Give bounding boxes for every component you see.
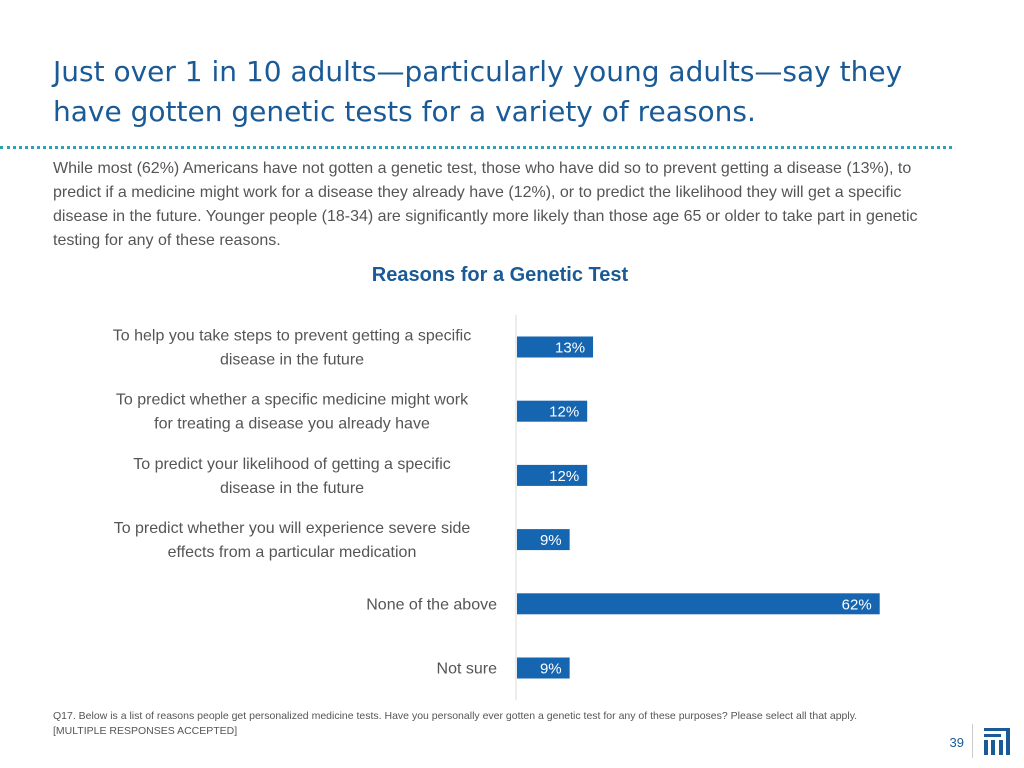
slide-title: Just over 1 in 10 adults—particularly yo… bbox=[53, 55, 903, 128]
bar bbox=[517, 464, 588, 486]
bar bbox=[517, 593, 880, 615]
page-number: 39 bbox=[949, 735, 964, 750]
category-label: To help you take steps to prevent gettin… bbox=[113, 328, 471, 345]
bar-value-label: 13% bbox=[555, 340, 585, 357]
category-label: To predict whether a specific medicine m… bbox=[116, 392, 469, 409]
question-footnote: Q17. Below is a list of reasons people g… bbox=[53, 710, 858, 737]
bar-value-label: 9% bbox=[540, 661, 562, 678]
logo-icon bbox=[984, 728, 1010, 755]
category-label: To predict whether you will experience s… bbox=[114, 520, 471, 537]
bar-value-label: 12% bbox=[549, 468, 579, 485]
summary-text: While most (62%) Americans have not gott… bbox=[53, 160, 918, 249]
bar-value-label: 12% bbox=[549, 404, 579, 421]
bar-value-label: 9% bbox=[540, 532, 562, 549]
reasons-bar-chart: 13% To help you take steps to prevent get… bbox=[113, 315, 880, 700]
category-label: disease in the future bbox=[220, 352, 364, 369]
category-label: effects from a particular medication bbox=[168, 544, 417, 561]
category-label: None of the above bbox=[366, 596, 497, 613]
logo-divider bbox=[972, 724, 973, 758]
category-label: for treating a disease you already have bbox=[154, 416, 430, 433]
category-label: To predict your likelihood of getting a … bbox=[133, 456, 451, 473]
bar bbox=[517, 336, 594, 358]
bar-value-label: 62% bbox=[842, 596, 872, 613]
category-label: disease in the future bbox=[220, 480, 364, 497]
chart-title: Reasons for a Genetic Test bbox=[371, 264, 629, 286]
bar bbox=[517, 400, 588, 422]
bar bbox=[517, 529, 570, 551]
category-label: Not sure bbox=[437, 661, 498, 678]
bar bbox=[517, 657, 570, 679]
title-divider bbox=[0, 146, 952, 149]
